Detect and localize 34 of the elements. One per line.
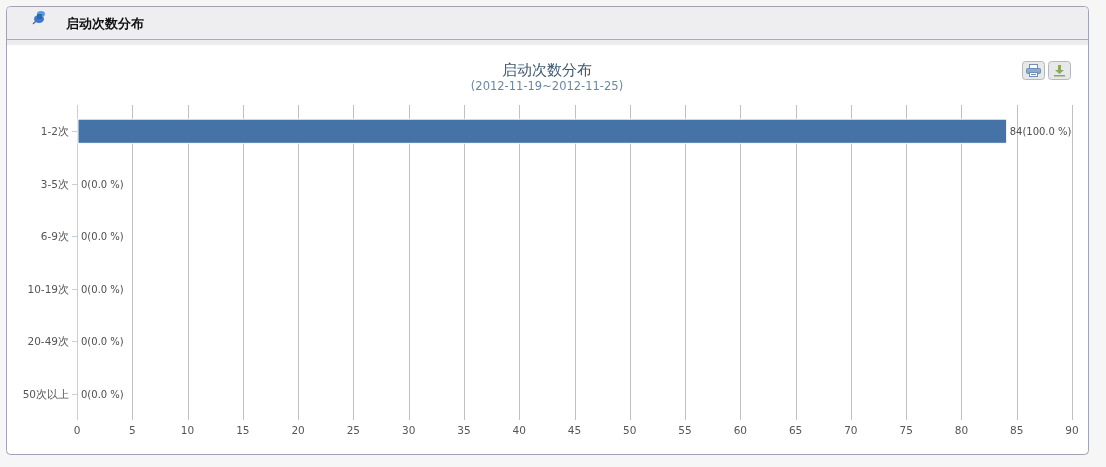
x-tick-label: 10 <box>180 424 195 436</box>
data-label: 84(100.0 %) <box>1009 126 1072 138</box>
x-tick-label: 5 <box>128 424 136 436</box>
x-tick-label: 90 <box>1065 424 1079 436</box>
chart-title: 启动次数分布 <box>502 61 592 79</box>
text: 启动次数分布 <box>65 16 144 31</box>
x-tick-label: 15 <box>236 424 250 436</box>
x-tick-label: 80 <box>954 424 969 436</box>
x-tick-label: 70 <box>844 424 858 436</box>
x-tick-label: 65 <box>788 424 803 436</box>
x-tick-label: 40 <box>512 424 526 436</box>
y-tick-label: 50次以上 <box>22 387 69 400</box>
x-tick-label: 50 <box>623 424 637 436</box>
x-tick-label: 75 <box>899 424 913 436</box>
y-tick-label: 3-5次 <box>40 177 69 190</box>
x-tick-label: 20 <box>291 424 305 436</box>
x-tick-label: 30 <box>401 424 416 436</box>
data-label: 0(0.0 %) <box>81 283 124 295</box>
data-label: 0(0.0 %) <box>81 336 124 348</box>
x-tick-label: 0 <box>73 424 81 436</box>
x-tick-label: 85 <box>1010 424 1024 436</box>
y-tick-label: 1-2次 <box>40 125 69 138</box>
y-tick-label: 6-9次 <box>40 230 69 243</box>
y-tick-label: 10-19次 <box>27 282 69 295</box>
x-tick-label: 35 <box>457 424 471 436</box>
data-label: 0(0.0 %) <box>81 231 124 243</box>
data-label: 0(0.0 %) <box>81 178 124 190</box>
y-tick-label: 20-49次 <box>27 335 69 348</box>
data-label: 0(0.0 %) <box>81 388 124 400</box>
x-tick-label: 60 <box>733 424 748 436</box>
x-tick-label: 45 <box>567 424 582 436</box>
x-tick-label: 25 <box>346 424 361 436</box>
x-tick-label: 55 <box>678 424 692 436</box>
chart-subtitle: (2012-11-19~2012-11-25) <box>470 79 624 93</box>
